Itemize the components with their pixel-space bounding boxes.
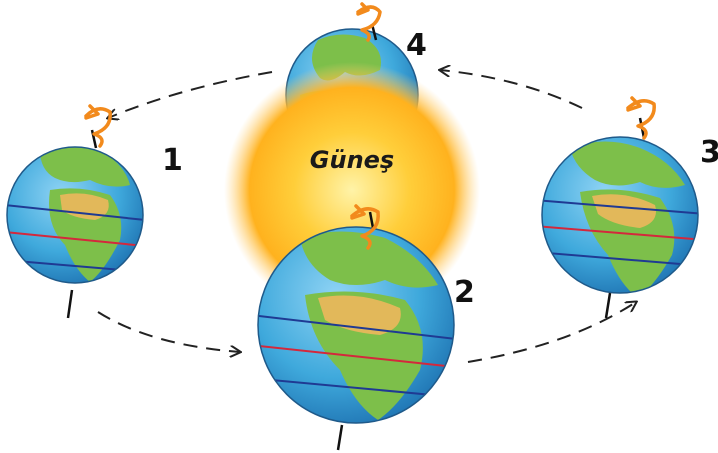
earth-number-label: 1 (162, 143, 183, 178)
earth-number-label: 2 (454, 275, 475, 310)
orbit-arrow-icon (108, 71, 273, 118)
earth-2: 2 (257, 211, 475, 451)
earth-1: 1 (6, 129, 183, 319)
orbit-arrows (97, 70, 636, 363)
rotation-arrow-icon (356, 2, 382, 42)
orbit-arrow-icon (440, 70, 583, 109)
orbit-arrow-icon (467, 302, 636, 363)
orbit-arrow-icon (97, 311, 240, 352)
earth-number-label: 4 (406, 28, 427, 63)
rotation-arrows (84, 2, 656, 250)
sun-label: Güneş (310, 146, 394, 174)
earth-number-label: 3 (700, 135, 718, 170)
rotation-arrow-icon (350, 204, 380, 250)
rotation-arrow-icon (626, 96, 656, 140)
earth-3: 3 (541, 117, 718, 319)
rotation-arrow-icon (84, 104, 112, 148)
